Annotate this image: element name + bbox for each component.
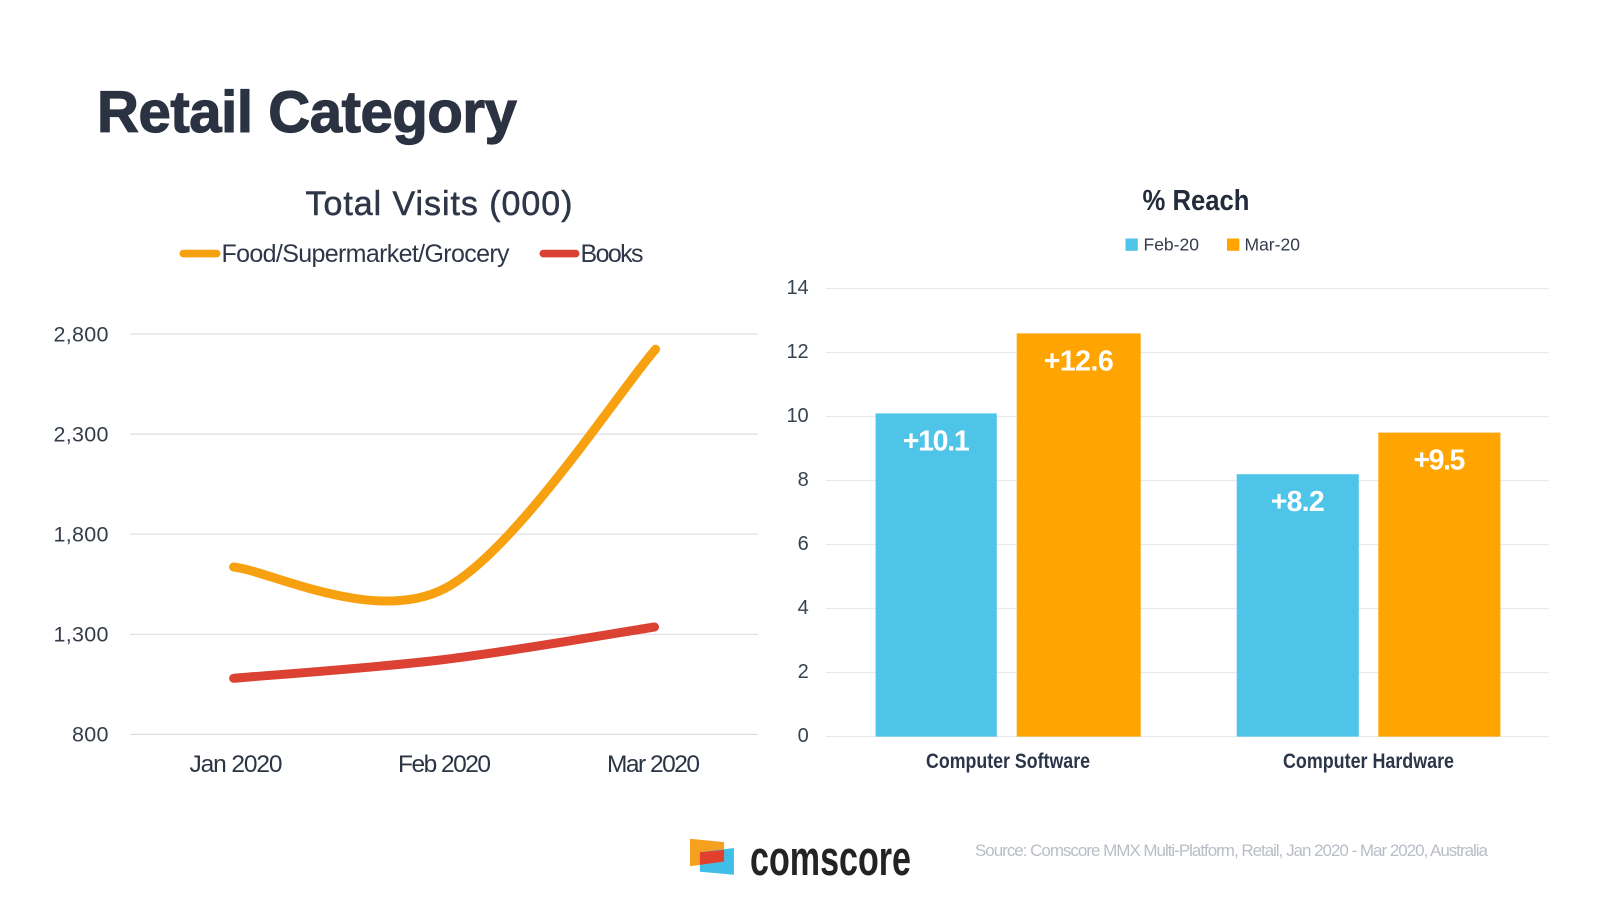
svg-text:Feb 2020: Feb 2020 (398, 751, 491, 778)
svg-text:+9.5: +9.5 (1413, 445, 1465, 477)
svg-text:Feb-20: Feb-20 (1144, 235, 1200, 255)
svg-text:Mar 2020: Mar 2020 (607, 751, 700, 778)
svg-text:Retail Category: Retail Category (97, 80, 517, 145)
svg-text:1,800: 1,800 (53, 523, 108, 547)
svg-text:14: 14 (786, 277, 808, 299)
svg-text:Source: Comscore MMX Multi-Pla: Source: Comscore MMX Multi-Platform, Ret… (975, 841, 1489, 860)
svg-text:1,300: 1,300 (53, 623, 108, 647)
svg-text:Food/Supermarket/Grocery: Food/Supermarket/Grocery (222, 240, 511, 268)
svg-text:10: 10 (786, 405, 808, 427)
svg-text:12: 12 (786, 341, 808, 363)
svg-text:+12.6: +12.6 (1044, 345, 1114, 377)
svg-text:Computer Software: Computer Software (926, 750, 1090, 773)
svg-text:0: 0 (798, 725, 809, 747)
svg-text:Total Visits (000): Total Visits (000) (306, 185, 573, 223)
svg-text:Mar-20: Mar-20 (1245, 235, 1301, 255)
svg-text:2,300: 2,300 (53, 422, 108, 446)
svg-text:Computer Hardware: Computer Hardware (1283, 750, 1454, 773)
svg-text:2: 2 (798, 661, 809, 683)
svg-text:Books: Books (581, 240, 644, 268)
svg-text:% Reach: % Reach (1143, 185, 1250, 217)
svg-text:6: 6 (798, 533, 809, 555)
svg-text:+10.1: +10.1 (903, 425, 970, 457)
svg-text:2,800: 2,800 (53, 322, 108, 346)
svg-text:+8.2: +8.2 (1271, 486, 1325, 518)
svg-text:800: 800 (72, 723, 109, 747)
svg-text:4: 4 (798, 597, 809, 619)
svg-text:comscore: comscore (750, 832, 911, 886)
svg-text:8: 8 (798, 469, 809, 491)
svg-text:Jan 2020: Jan 2020 (190, 751, 283, 778)
